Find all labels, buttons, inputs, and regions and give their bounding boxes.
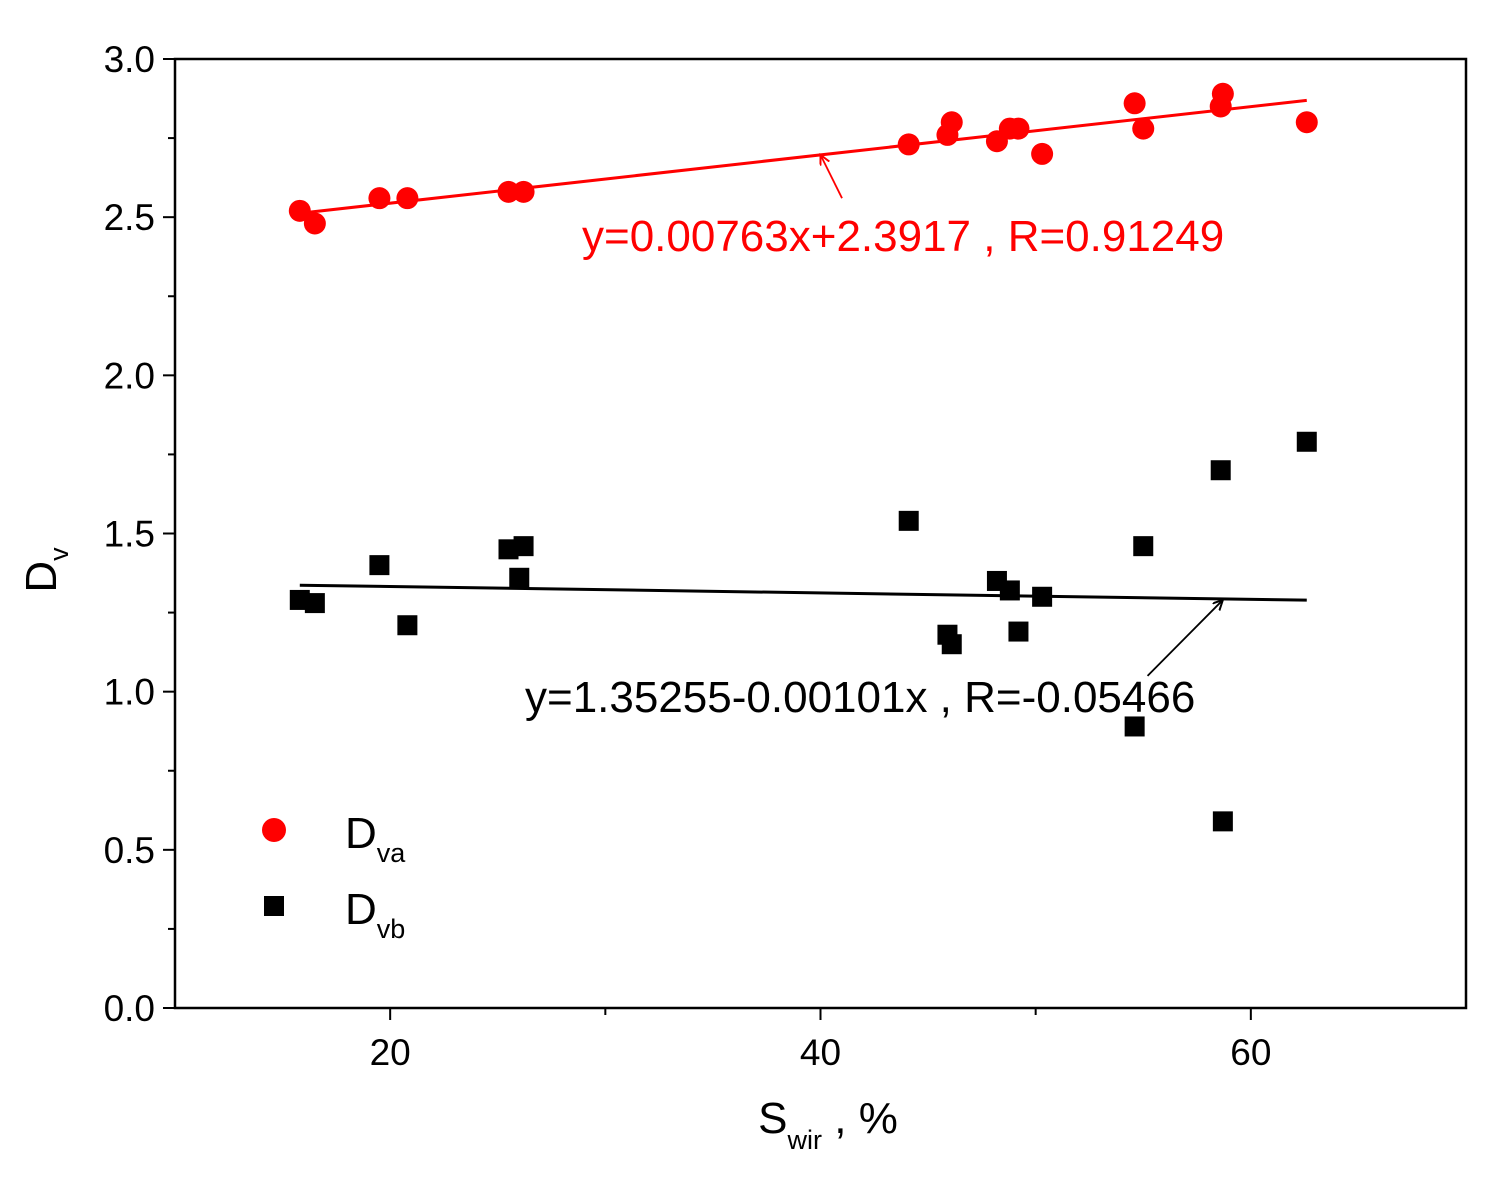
point-dvb xyxy=(509,567,530,588)
point-dva xyxy=(1031,142,1054,165)
fit-line-dva xyxy=(299,98,1307,215)
legend-label-dva-sub: va xyxy=(377,838,407,868)
point-dvb xyxy=(397,615,418,636)
fit-annotation-dvb: y=1.35255-0.00101x , R=-0.05466 xyxy=(525,673,1195,722)
point-dvb xyxy=(1210,460,1231,481)
x-tick-label: 20 xyxy=(370,1032,411,1073)
point-dva xyxy=(512,180,535,203)
annotation-arrow-dva xyxy=(821,155,843,199)
legend-label-dvb-main: D xyxy=(345,885,377,934)
x-axis-title-suffix: , % xyxy=(822,1094,898,1143)
point-dvb xyxy=(513,536,534,557)
point-dvb xyxy=(999,580,1020,601)
legend-label-dvb-sub: vb xyxy=(377,914,406,944)
y-tick-label: 2.5 xyxy=(104,197,155,238)
x-axis-title-sub: wir xyxy=(787,1125,823,1155)
point-dva xyxy=(940,111,963,134)
y-tick-label: 0.0 xyxy=(104,988,155,1029)
x-axis-title: Swir , % xyxy=(758,1094,898,1155)
fit-lines xyxy=(299,98,1307,677)
point-dvb xyxy=(1296,431,1317,452)
x-axis-title-main: S xyxy=(758,1094,787,1143)
y-axis-title: Dv xyxy=(17,547,74,593)
point-dva xyxy=(1211,82,1234,105)
point-dvb xyxy=(304,593,325,614)
legend-label-dva-main: D xyxy=(345,809,377,858)
y-tick-label: 0.5 xyxy=(104,830,155,871)
legend-label-dva: Dva xyxy=(345,809,406,868)
point-dvb xyxy=(369,555,390,576)
legend: Dva Dvb xyxy=(262,809,406,944)
y-tick-label: 1.0 xyxy=(104,672,155,713)
point-dva xyxy=(1007,117,1030,140)
point-dvb xyxy=(1133,536,1154,557)
fit-line-dvb xyxy=(299,583,1307,602)
point-dvb xyxy=(1124,716,1145,737)
y-tick-label: 3.0 xyxy=(104,39,155,80)
point-dva xyxy=(303,212,326,235)
point-dva xyxy=(1295,111,1318,134)
x-tick-label: 60 xyxy=(1230,1032,1271,1073)
legend-marker-dvb xyxy=(264,896,284,916)
point-dva xyxy=(368,187,391,210)
tick-labels: 20 40 60 0.0 0.5 1.0 1.5 2.0 2.5 3.0 xyxy=(104,39,1272,1073)
annotation-arrow-dvb xyxy=(1146,600,1223,677)
y-axis-title-sub: v xyxy=(44,547,74,561)
point-dva xyxy=(396,187,419,210)
plot-area-frame xyxy=(173,57,1468,1010)
point-dvb xyxy=(898,510,919,531)
y-axis-title-main: D xyxy=(17,561,66,593)
point-dvb xyxy=(941,634,962,655)
y-tick-label: 1.5 xyxy=(104,514,155,555)
point-dva xyxy=(897,133,920,156)
point-dva xyxy=(1132,117,1155,140)
legend-label-dvb: Dvb xyxy=(345,885,405,944)
point-dvb xyxy=(1212,811,1233,832)
data-points xyxy=(288,82,1318,832)
point-dvb xyxy=(1032,586,1053,607)
point-dvb xyxy=(1008,621,1029,642)
point-dva xyxy=(288,199,311,222)
point-dva xyxy=(1123,92,1146,115)
point-dva xyxy=(497,180,520,203)
legend-marker-dva xyxy=(262,818,286,842)
x-tick-label: 40 xyxy=(800,1032,841,1073)
fit-annotation-dva: y=0.00763x+2.3917 , R=0.91249 xyxy=(582,212,1224,261)
y-tick-label: 2.0 xyxy=(104,355,155,396)
axis-ticks xyxy=(163,58,1252,1020)
point-dvb xyxy=(289,589,310,610)
point-dvb xyxy=(498,539,519,560)
